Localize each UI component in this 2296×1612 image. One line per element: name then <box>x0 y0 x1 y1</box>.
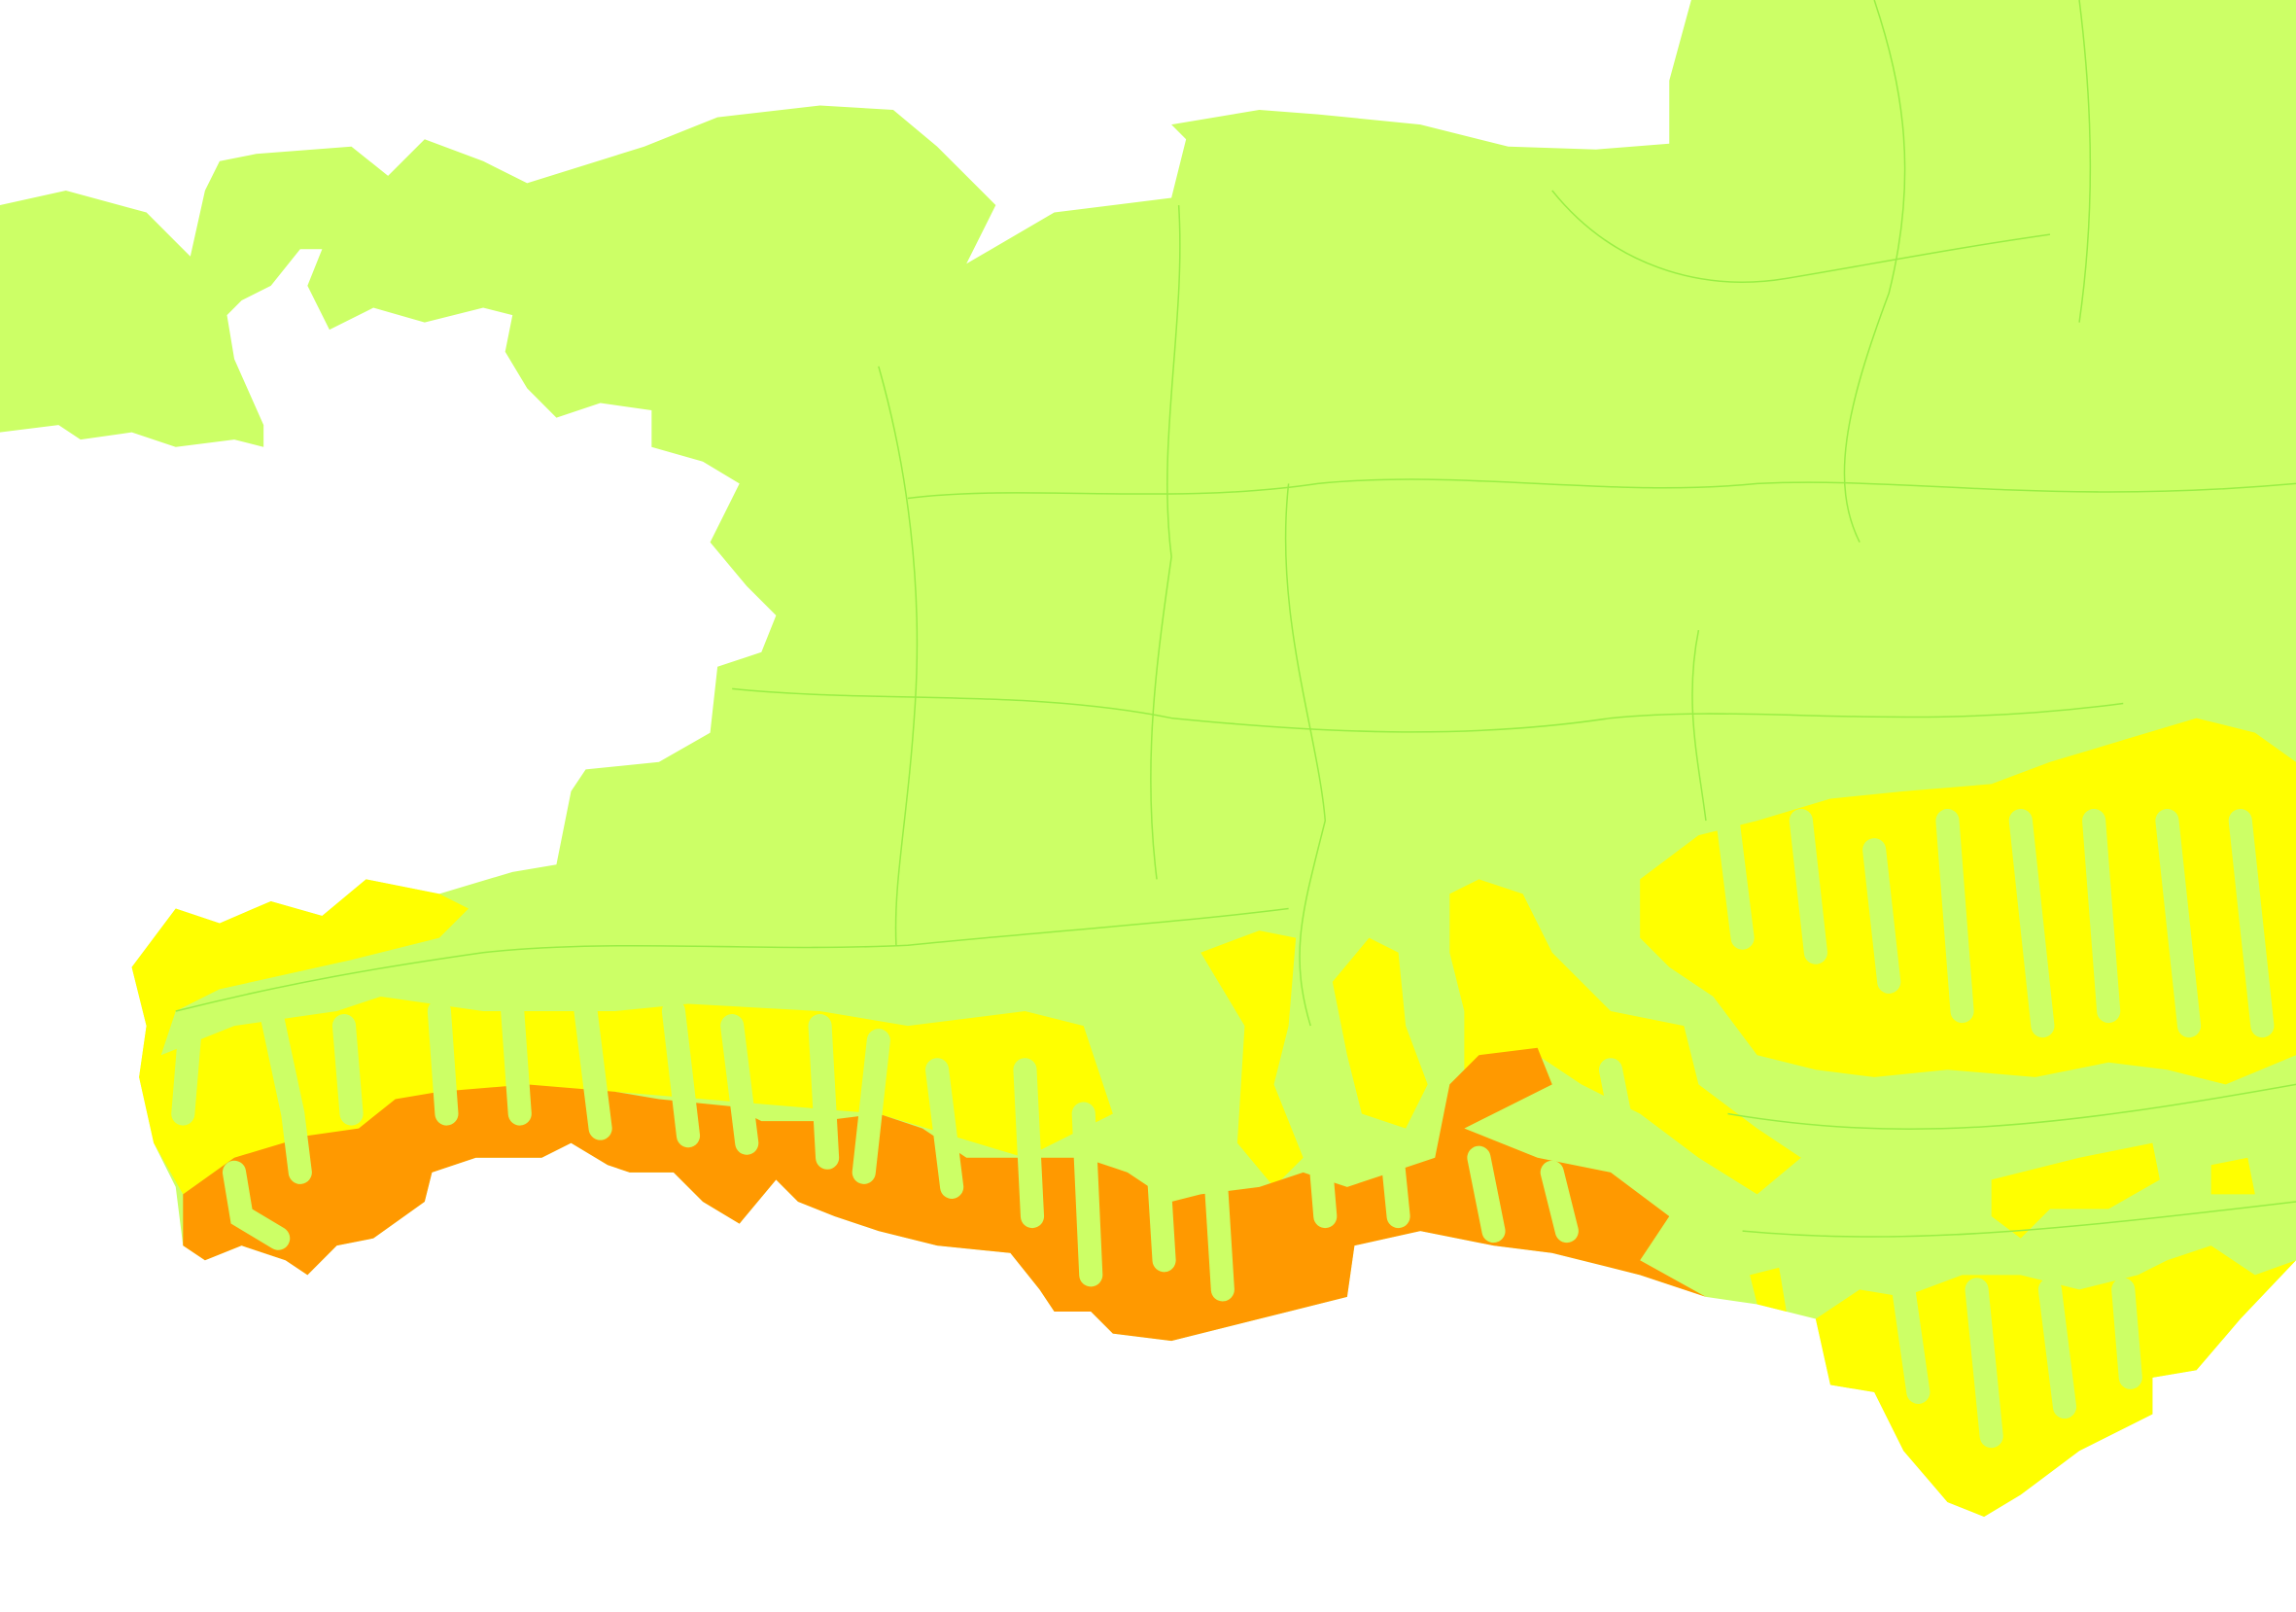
valley-low-zone <box>1935 809 1974 1024</box>
valley-low-zone <box>427 999 459 1126</box>
boundary-line <box>1150 204 1181 880</box>
valley-low-zone <box>1379 1131 1410 1229</box>
valley-low-zone <box>222 1160 291 1250</box>
medium-zone <box>2210 1157 2255 1195</box>
boundary-line <box>1727 1083 2296 1130</box>
valley-low-zone <box>501 999 532 1126</box>
boundary-line <box>1843 0 1906 543</box>
medium-zone <box>1991 1142 2160 1239</box>
valley-low-zone <box>1862 838 1901 994</box>
valley-low-zone <box>2037 1278 2077 1419</box>
valley-low-zone <box>2155 809 2202 1038</box>
boundary-line <box>1551 190 2051 283</box>
valley-low-zone <box>574 999 612 1140</box>
boundary-line <box>1742 1201 2296 1238</box>
boundary-line <box>878 366 919 946</box>
valley-low-zone <box>171 1014 202 1126</box>
valley-low-zone <box>2111 1278 2142 1389</box>
valley-low-zone <box>2008 809 2055 1038</box>
valley-low-zone <box>2228 809 2275 1038</box>
valley-low-zone <box>1789 809 1827 964</box>
medium-zone <box>1200 930 1304 1187</box>
medium-zone <box>1332 937 1428 1129</box>
low-zone-valleys <box>171 809 2275 1449</box>
valley-low-zone <box>1965 1278 2003 1449</box>
valley-low-zone <box>1892 1278 1931 1404</box>
region-boundaries <box>175 0 2296 1238</box>
valley-low-zone <box>1598 1058 1638 1155</box>
valley-low-zone <box>1013 1058 1045 1229</box>
valley-low-zone <box>661 999 701 1148</box>
valley-low-zone <box>1716 809 1755 950</box>
valley-low-zone <box>1467 1145 1506 1244</box>
medium-zone <box>1750 1267 1787 1313</box>
boundary-line <box>1284 483 1327 1027</box>
boundary-line <box>175 907 1289 1012</box>
valley-low-zone <box>808 1014 840 1170</box>
valley-low-zone <box>1144 1131 1176 1273</box>
boundary-line <box>907 478 2296 500</box>
boundary-line <box>732 687 2124 733</box>
valley-low-zone <box>1305 1116 1338 1229</box>
valley-low-zone <box>852 1029 890 1184</box>
valley-low-zone <box>720 1014 759 1155</box>
valley-low-zone <box>1540 1160 1579 1244</box>
valley-low-zone <box>1071 1102 1103 1287</box>
valley-low-zone <box>1203 1160 1235 1302</box>
boundary-line <box>2078 0 2092 323</box>
valley-low-zone <box>2082 809 2121 1024</box>
valley-low-zone <box>925 1058 964 1199</box>
valley-low-zone <box>331 1014 364 1126</box>
boundary-line <box>1691 629 1707 822</box>
medium-zone <box>1449 879 1801 1195</box>
valley-low-zone <box>259 999 312 1184</box>
